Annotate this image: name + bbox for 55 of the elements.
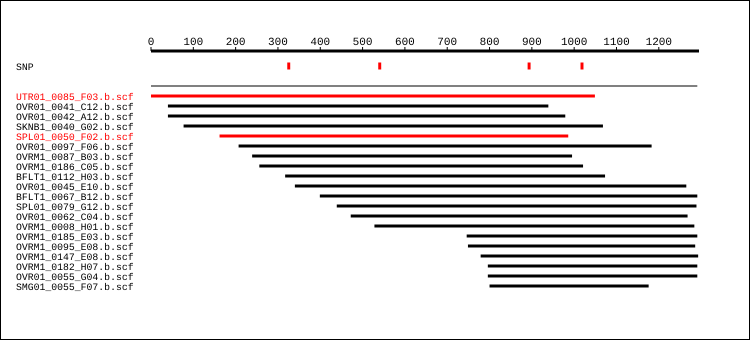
bar bbox=[336, 204, 696, 208]
bar bbox=[528, 62, 531, 70]
x-tick-label: 900 bbox=[522, 37, 542, 49]
y-tick-label: OVR01_0097_F06.b.scf bbox=[16, 142, 134, 153]
x-tick-label: 1200 bbox=[646, 37, 672, 49]
x-tick-label: 200 bbox=[226, 37, 246, 49]
bar bbox=[488, 264, 698, 268]
bar bbox=[480, 254, 698, 258]
y-tick-label: OVRM1_0008_H01.b.scf bbox=[16, 222, 134, 233]
y-tick-label: OVRM1_0186_C05.b.scf bbox=[16, 162, 134, 173]
y-tick-label: BFLT1_0067_B12.b.scf bbox=[16, 192, 134, 203]
y-tick-label: OVRM1_0147_E08.b.scf bbox=[16, 252, 134, 263]
x-tick-label: 1000 bbox=[560, 37, 588, 49]
y-tick-label: OVR01_0041_C12.b.scf bbox=[16, 102, 134, 113]
y-tick-label: SPL01_0079_G12.b.scf bbox=[16, 202, 134, 213]
y-tick-label: OVRM1_0182_H07.b.scf bbox=[16, 262, 134, 273]
x-tick-label: 0 bbox=[148, 37, 154, 49]
bar bbox=[259, 164, 584, 168]
x-tick-label: 800 bbox=[480, 37, 500, 49]
y-tick-label: SKNB1_0040_G02.b.scf bbox=[16, 122, 134, 133]
bar bbox=[252, 154, 572, 158]
y-tick-label: OVRM1_0095_E08.b.scf bbox=[16, 242, 134, 253]
bar bbox=[490, 284, 649, 288]
y-tick-label: OVR01_0062_C04.b.scf bbox=[16, 212, 134, 223]
bar bbox=[374, 224, 694, 228]
bar bbox=[378, 62, 382, 70]
y-tick-label: OVR01_0055_G04.b.scf bbox=[16, 272, 134, 283]
y-tick-label: UTR01_0085_F03.b.scf bbox=[16, 92, 134, 103]
y-tick-label: BFLT1_0112_H03.b.scf bbox=[16, 172, 134, 183]
bar bbox=[238, 144, 652, 148]
x-tick-label: 700 bbox=[437, 37, 458, 49]
y-tick-label: SNP bbox=[16, 62, 34, 73]
bar bbox=[285, 174, 606, 178]
bar bbox=[466, 234, 698, 238]
x-tick-label: 500 bbox=[352, 37, 372, 49]
bar bbox=[580, 62, 584, 70]
y-tick-label: OVRM1_0185_E03.b.scf bbox=[16, 232, 134, 243]
bar bbox=[168, 114, 566, 118]
y-tick-label: OVR01_0042_A12.b.scf bbox=[16, 112, 134, 123]
bar bbox=[168, 104, 548, 108]
bar bbox=[488, 274, 698, 278]
x-tick-label: 300 bbox=[268, 37, 288, 49]
y-tick-label: OVR01_0045_E10.b.scf bbox=[16, 182, 134, 193]
y-tick-label: SPL01_0050_F02.b.scf bbox=[16, 132, 134, 143]
bar bbox=[184, 124, 603, 128]
x-tick-label: 100 bbox=[183, 37, 204, 49]
bar bbox=[294, 184, 686, 188]
bar bbox=[320, 194, 698, 198]
y-tick-label: SMG01_0055_F07.b.scf bbox=[16, 282, 134, 293]
x-tick-label: 600 bbox=[394, 37, 415, 49]
y-tick-label: OVRM1_0087_B03.b.scf bbox=[16, 152, 134, 163]
x-tick-label: 1100 bbox=[603, 37, 630, 49]
bar bbox=[468, 244, 696, 248]
x-tick-label: 400 bbox=[310, 37, 330, 49]
bar bbox=[350, 214, 688, 218]
